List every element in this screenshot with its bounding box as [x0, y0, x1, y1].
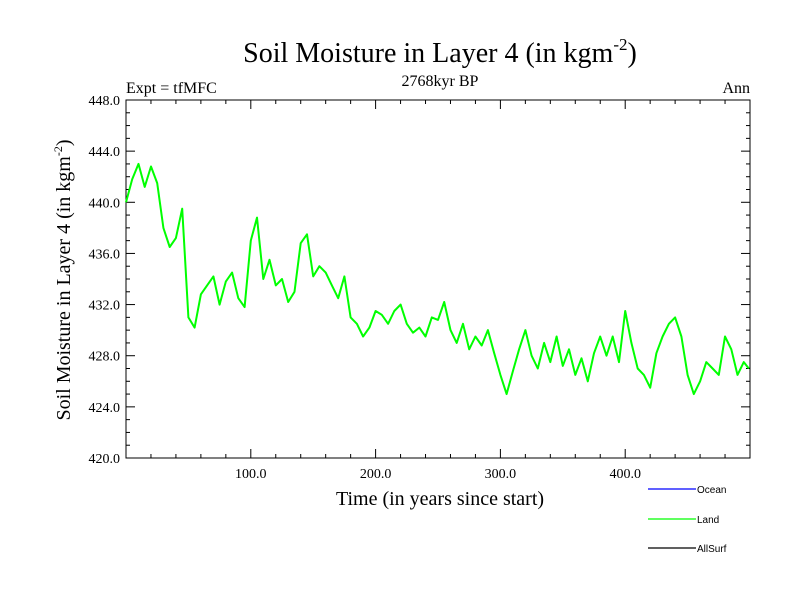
chart-title-close: ) [628, 38, 637, 69]
plot-frame [125, 99, 751, 459]
legend-label-allsurf: AllSurf [697, 544, 727, 555]
y-axis-label-close: ) [53, 139, 75, 146]
y-tick-label: 424.0 [89, 401, 121, 416]
subtitle-right: Ann [722, 80, 750, 97]
legend-label-land: Land [697, 515, 719, 526]
chart-title-main: Soil Moisture in Layer 4 (in kgm [243, 38, 613, 69]
subtitle-center: 2768kyr BP [402, 73, 479, 90]
y-tick-label: 448.0 [89, 94, 121, 109]
y-tick-label: 432.0 [89, 299, 121, 314]
y-tick-label: 420.0 [89, 452, 121, 467]
x-tick-label: 200.0 [360, 467, 392, 482]
x-tick-label: 100.0 [235, 467, 267, 482]
y-axis-label-superscript: -2 [51, 146, 65, 156]
axis-ticks: 420.0 424.0 428.0 432.0 436.0 440.0 444.0 448.0… [89, 94, 750, 482]
x-axis-label: Time (in years since start) [336, 488, 544, 510]
legend: Ocean Land AllSurf [648, 485, 727, 555]
y-tick-label: 444.0 [89, 145, 121, 160]
plot-area [125, 99, 751, 459]
y-axis-label: Soil Moisture in Layer 4 (in kgm-2) [51, 139, 75, 420]
y-axis-label-main: Soil Moisture in Layer 4 (in kgm [53, 156, 75, 421]
x-tick-label: 300.0 [485, 467, 517, 482]
chart-title-superscript: -2 [613, 35, 627, 54]
legend-label-ocean: Ocean [697, 485, 726, 496]
chart-title: Soil Moisture in Layer 4 (in kgm-2) [243, 35, 637, 69]
x-tick-label: 400.0 [609, 467, 641, 482]
subtitle-left: Expt = tfMFC [126, 80, 217, 97]
series-line-land [125, 162, 750, 396]
y-tick-label: 428.0 [89, 350, 121, 365]
y-tick-label: 436.0 [89, 247, 121, 262]
data-series [125, 162, 750, 396]
y-tick-label: 440.0 [89, 196, 121, 211]
